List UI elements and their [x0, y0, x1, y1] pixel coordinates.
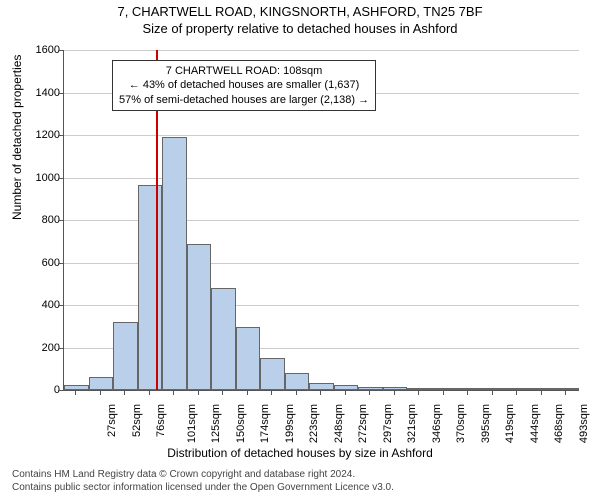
x-tick-mark: [75, 390, 76, 395]
histogram-bar: [334, 385, 359, 390]
x-tick-label: 321sqm: [406, 404, 418, 443]
x-tick-mark: [492, 390, 493, 395]
x-tick-label: 101sqm: [186, 404, 198, 443]
histogram-bar: [530, 388, 555, 390]
x-tick-mark: [124, 390, 125, 395]
x-tick-mark: [247, 390, 248, 395]
x-tick-label: 272sqm: [357, 404, 369, 443]
histogram-bar: [187, 244, 212, 390]
x-tick-mark: [320, 390, 321, 395]
histogram-bar: [211, 288, 236, 390]
histogram-bar: [358, 387, 383, 390]
x-tick-mark: [516, 390, 517, 395]
copyright-line-2: Contains public sector information licen…: [12, 482, 394, 495]
gridline: [64, 50, 579, 51]
x-tick-label: 395sqm: [480, 404, 492, 443]
histogram-bar: [285, 373, 310, 390]
histogram-bar: [554, 388, 579, 390]
x-tick-label: 468sqm: [553, 404, 565, 443]
histogram-bar: [64, 385, 89, 390]
x-axis-label: Distribution of detached houses by size …: [0, 446, 600, 460]
x-tick-mark: [345, 390, 346, 395]
histogram-bar: [456, 388, 481, 390]
x-tick-label: 174sqm: [259, 404, 271, 443]
x-tick-label: 125sqm: [210, 404, 222, 443]
x-tick-mark: [418, 390, 419, 395]
histogram-bar: [432, 388, 457, 390]
x-tick-label: 76sqm: [155, 404, 167, 437]
histogram-bar: [407, 388, 432, 390]
annotation-line-1: 7 CHARTWELL ROAD: 108sqm: [119, 64, 369, 78]
histogram-bar: [383, 387, 408, 390]
histogram-bar: [260, 358, 285, 390]
gridline: [64, 135, 579, 136]
y-tick-mark: [58, 220, 63, 221]
x-tick-mark: [443, 390, 444, 395]
gridline: [64, 178, 579, 179]
histogram-bar: [113, 322, 138, 390]
title-line-2: Size of property relative to detached ho…: [0, 21, 600, 36]
x-tick-mark: [467, 390, 468, 395]
annotation-line-3: 57% of semi-detached houses are larger (…: [119, 93, 369, 107]
y-tick-mark: [58, 50, 63, 51]
y-tick-mark: [58, 348, 63, 349]
x-tick-mark: [100, 390, 101, 395]
x-tick-label: 248sqm: [333, 404, 345, 443]
histogram-bar: [236, 327, 261, 390]
x-tick-label: 199sqm: [284, 404, 296, 443]
y-tick-label: 200: [10, 342, 60, 354]
y-tick-mark: [58, 178, 63, 179]
histogram-bar: [138, 185, 163, 390]
x-tick-label: 419sqm: [504, 404, 516, 443]
x-tick-label: 346sqm: [431, 404, 443, 443]
x-tick-label: 52sqm: [131, 404, 143, 437]
histogram-bar: [89, 377, 114, 390]
x-tick-mark: [222, 390, 223, 395]
x-tick-label: 370sqm: [455, 404, 467, 443]
x-tick-label: 493sqm: [578, 404, 590, 443]
y-tick-label: 400: [10, 299, 60, 311]
title-line-1: 7, CHARTWELL ROAD, KINGSNORTH, ASHFORD, …: [0, 4, 600, 19]
y-tick-mark: [58, 390, 63, 391]
x-tick-mark: [369, 390, 370, 395]
x-tick-mark: [149, 390, 150, 395]
x-tick-label: 27sqm: [106, 404, 118, 437]
y-tick-mark: [58, 93, 63, 94]
histogram-bar: [162, 137, 187, 390]
y-tick-label: 0: [10, 384, 60, 396]
copyright: Contains HM Land Registry data © Crown c…: [12, 469, 394, 494]
x-tick-mark: [541, 390, 542, 395]
histogram-bar: [505, 388, 530, 390]
x-tick-label: 444sqm: [529, 404, 541, 443]
x-tick-mark: [173, 390, 174, 395]
y-tick-label: 600: [10, 257, 60, 269]
annotation-line-2: ← 43% of detached houses are smaller (1,…: [119, 78, 369, 92]
chart-container: 7, CHARTWELL ROAD, KINGSNORTH, ASHFORD, …: [0, 0, 600, 500]
x-tick-mark: [394, 390, 395, 395]
x-tick-label: 223sqm: [308, 404, 320, 443]
x-tick-mark: [271, 390, 272, 395]
x-tick-label: 297sqm: [382, 404, 394, 443]
title-area: 7, CHARTWELL ROAD, KINGSNORTH, ASHFORD, …: [0, 4, 600, 36]
copyright-line-1: Contains HM Land Registry data © Crown c…: [12, 469, 394, 482]
annotation-box: 7 CHARTWELL ROAD: 108sqm ← 43% of detach…: [112, 60, 376, 111]
x-tick-mark: [296, 390, 297, 395]
y-axis-label: Number of detached properties: [10, 55, 24, 220]
histogram-bar: [481, 388, 506, 390]
x-tick-mark: [198, 390, 199, 395]
histogram-bar: [309, 383, 334, 390]
x-tick-mark: [565, 390, 566, 395]
y-tick-mark: [58, 135, 63, 136]
y-tick-mark: [58, 263, 63, 264]
y-tick-mark: [58, 305, 63, 306]
x-tick-label: 150sqm: [235, 404, 247, 443]
